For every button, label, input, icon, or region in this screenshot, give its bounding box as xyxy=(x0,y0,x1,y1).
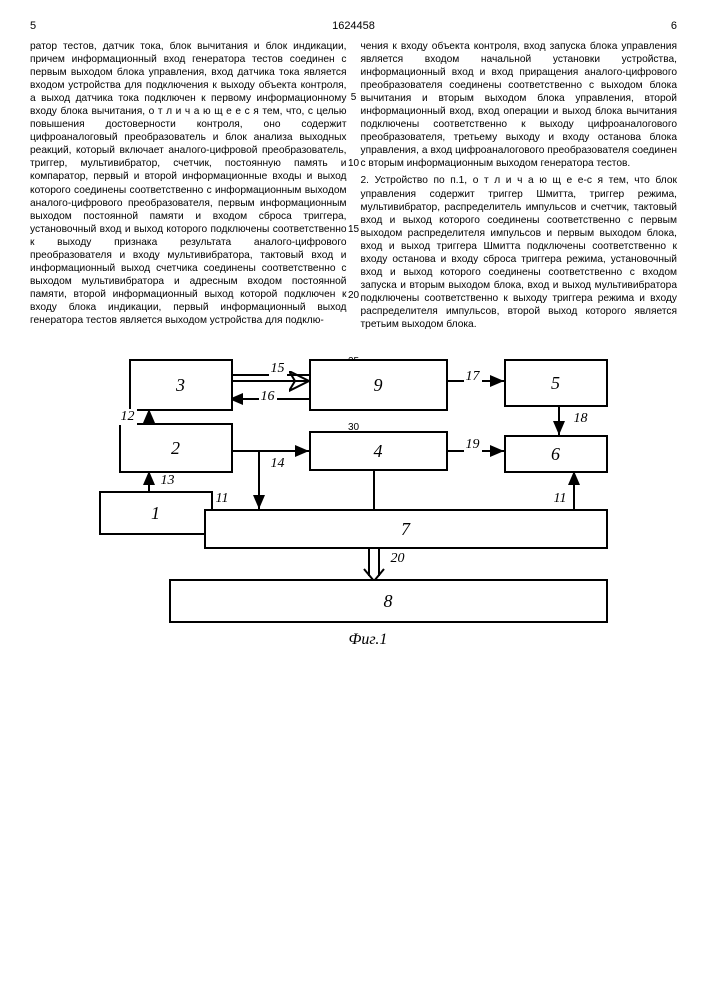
column-left: ратор тестов, датчик тока, блок вычитани… xyxy=(30,40,347,331)
block-5: 5 xyxy=(504,359,608,407)
line-marker: 10 xyxy=(348,158,359,169)
label-17: 17 xyxy=(464,369,482,385)
label-14: 14 xyxy=(269,456,287,472)
col-right-p2: 2. Устройство по п.1, о т л и ч а ю щ е … xyxy=(361,175,678,330)
page-right: 6 xyxy=(647,20,677,32)
col-right-p1: чения к входу объекта контроля, вход зап… xyxy=(361,41,678,169)
line-marker: 20 xyxy=(348,290,359,301)
label-20: 20 xyxy=(389,551,407,567)
label-12: 12 xyxy=(119,409,137,425)
block-7: 7 xyxy=(204,509,608,549)
doc-number: 1624458 xyxy=(60,20,647,32)
label-18: 18 xyxy=(572,411,590,427)
label-13: 13 xyxy=(159,473,177,489)
line-marker: 5 xyxy=(351,92,357,103)
block-8: 8 xyxy=(169,579,608,623)
block-3: 3 xyxy=(129,359,233,411)
line-marker: 15 xyxy=(348,224,359,235)
label-15: 15 xyxy=(269,361,287,377)
block-diagram: 3 9 5 2 4 6 1 7 8 15 16 17 12 18 14 19 1… xyxy=(74,351,634,671)
figure-caption: Фиг.1 xyxy=(349,631,388,649)
label-19: 19 xyxy=(464,437,482,453)
column-right: чения к входу объекта контроля, вход зап… xyxy=(361,40,678,331)
label-11b: 11 xyxy=(552,491,569,507)
label-11: 11 xyxy=(214,491,231,507)
block-6: 6 xyxy=(504,435,608,473)
block-4: 4 xyxy=(309,431,448,471)
block-9: 9 xyxy=(309,359,448,411)
label-16: 16 xyxy=(259,389,277,405)
block-2: 2 xyxy=(119,423,233,473)
page-left: 5 xyxy=(30,20,60,32)
block-1: 1 xyxy=(99,491,213,535)
